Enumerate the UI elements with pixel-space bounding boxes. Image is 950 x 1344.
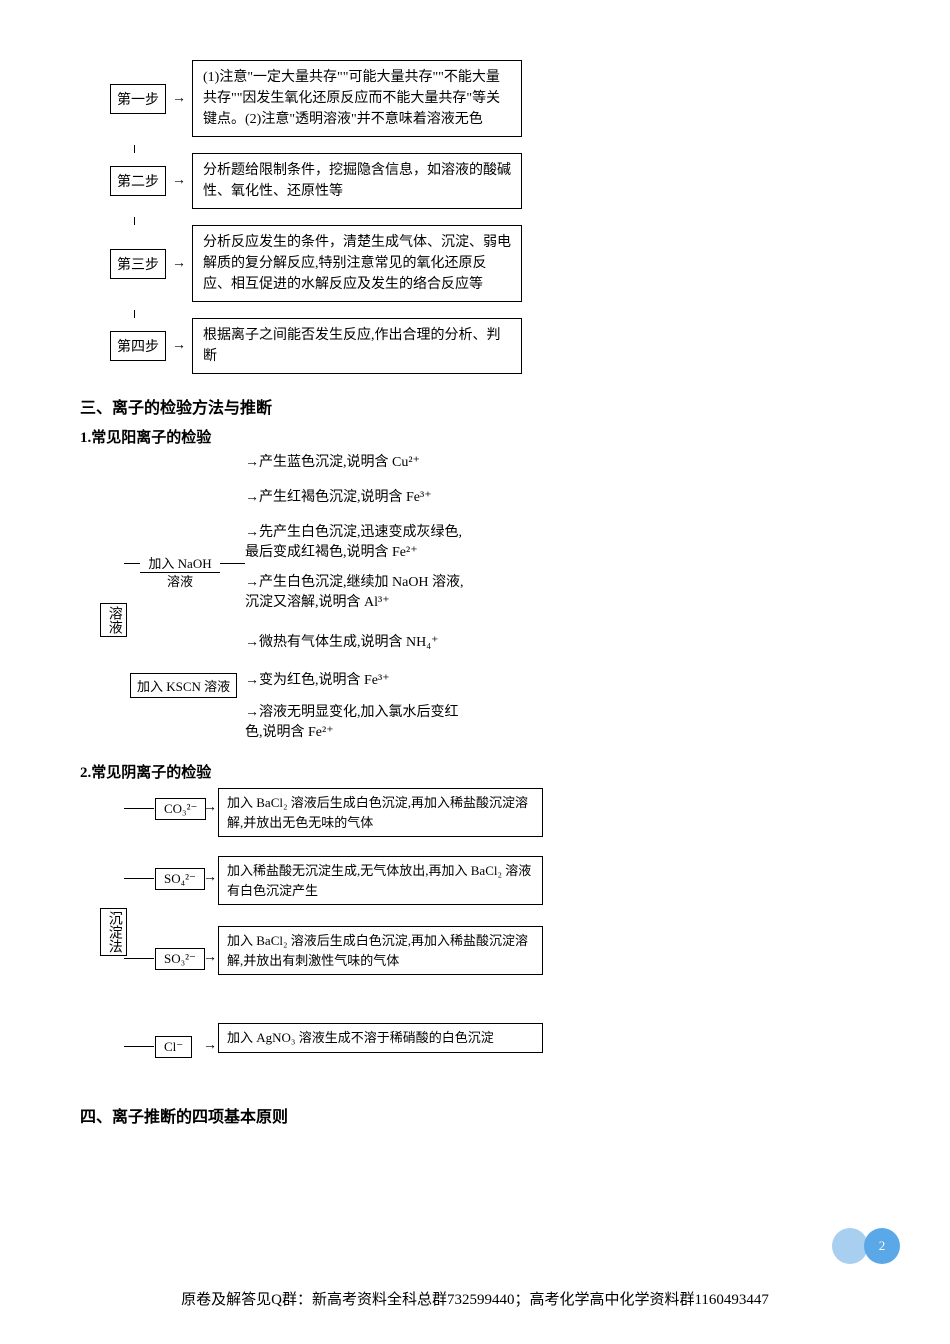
d2-branch1b: 溶液 bbox=[140, 571, 220, 590]
arrow-icon: → bbox=[203, 870, 217, 886]
d2-r5: 微热有气体生成,说明含 NH₄⁺ bbox=[245, 633, 439, 653]
line bbox=[124, 808, 154, 809]
arrow-right-icon: → bbox=[172, 173, 186, 189]
page-container: 第一步 → (1)注意"一定大量共存""可能大量共存""不能大量共存""因发生氧… bbox=[0, 0, 950, 1127]
step-row: 第二步 → 分析题给限制条件，挖掘隐含信息，如溶液的酸碱性、氧化性、还原性等 bbox=[110, 153, 870, 209]
step2-label: 第二步 bbox=[110, 166, 166, 196]
step4-content: 根据离子之间能否发生反应,作出合理的分析、判断 bbox=[192, 318, 522, 374]
connector bbox=[134, 310, 870, 318]
flowchart-steps: 第一步 → (1)注意"一定大量共存""可能大量共存""不能大量共存""因发生氧… bbox=[110, 60, 870, 374]
d2-r6: 变为红色,说明含 Fe³⁺ bbox=[245, 671, 390, 691]
cation-test-diagram: 溶液 加入 NaOH 溶液 加入 KSCN 溶液 产生蓝色沉淀,说明含 Cu²⁺… bbox=[100, 453, 870, 753]
step3-content: 分析反应发生的条件，清楚生成气体、沉淀、弱电解质的复分解反应,特别注意常见的氧化… bbox=[192, 225, 522, 302]
footer-text: 原卷及解答见Q群：新高考资料全科总群732599440；高考化学高中化学资料群1… bbox=[0, 1288, 950, 1309]
arrow-right-icon: → bbox=[172, 256, 186, 272]
d2-branch2: 加入 KSCN 溶液 bbox=[130, 673, 237, 698]
d2-source: 溶液 bbox=[100, 603, 127, 637]
step1-content: (1)注意"一定大量共存""可能大量共存""不能大量共存""因发生氧化还原反应而… bbox=[192, 60, 522, 137]
line bbox=[220, 563, 245, 564]
line bbox=[124, 1046, 154, 1047]
d2-r3: 先产生白色沉淀,迅速变成灰绿色, 最后变成红褐色,说明含 Fe²⁺ bbox=[245, 523, 462, 562]
section4-title: 四、离子推断的四项基本原则 bbox=[80, 1103, 870, 1127]
section3-title: 三、离子的检验方法与推断 bbox=[80, 394, 870, 418]
d3-ion1: CO₃²⁻ bbox=[155, 798, 206, 820]
d3-ion2: SO₄²⁻ bbox=[155, 868, 205, 890]
d3-desc2: 加入稀盐酸无沉淀生成,无气体放出,再加入 BaCl₂ 溶液有白色沉淀产生 bbox=[218, 856, 543, 905]
arrow-right-icon: → bbox=[172, 91, 186, 107]
d3-source: 沉淀法 bbox=[100, 908, 127, 956]
connector bbox=[134, 217, 870, 225]
step-row: 第三步 → 分析反应发生的条件，清楚生成气体、沉淀、弱电解质的复分解反应,特别注… bbox=[110, 225, 870, 302]
arrow-icon: → bbox=[203, 800, 217, 816]
d2-r4: 产生白色沉淀,继续加 NaOH 溶液, 沉淀又溶解,说明含 Al³⁺ bbox=[245, 573, 464, 612]
step-row: 第四步 → 根据离子之间能否发生反应,作出合理的分析、判断 bbox=[110, 318, 870, 374]
arrow-icon: → bbox=[203, 950, 217, 966]
d3-ion3: SO₃²⁻ bbox=[155, 948, 205, 970]
arrow-right-icon: → bbox=[172, 338, 186, 354]
step3-label: 第三步 bbox=[110, 249, 166, 279]
d2-branch1: 加入 NaOH bbox=[140, 553, 220, 573]
d3-desc1: 加入 BaCl₂ 溶液后生成白色沉淀,再加入稀盐酸沉淀溶解,并放出无色无味的气体 bbox=[218, 788, 543, 837]
step-row: 第一步 → (1)注意"一定大量共存""可能大量共存""不能大量共存""因发生氧… bbox=[110, 60, 870, 137]
d2-r1: 产生蓝色沉淀,说明含 Cu²⁺ bbox=[245, 453, 420, 473]
dot-icon: 2 bbox=[864, 1228, 900, 1264]
connector bbox=[134, 145, 870, 153]
dot-icon bbox=[832, 1228, 868, 1264]
line bbox=[124, 878, 154, 879]
line bbox=[124, 563, 140, 564]
sub1-title: 1.常见阳离子的检验 bbox=[80, 426, 870, 447]
page-decoration: 2 bbox=[840, 1228, 900, 1264]
d2-r2: 产生红褐色沉淀,说明含 Fe³⁺ bbox=[245, 488, 432, 508]
anion-test-diagram: 沉淀法 CO₃²⁻ 加入 BaCl₂ 溶液后生成白色沉淀,再加入稀盐酸沉淀溶解,… bbox=[100, 788, 870, 1088]
step1-label: 第一步 bbox=[110, 84, 166, 114]
d2-r7: 溶液无明显变化,加入氯水后变红 色,说明含 Fe²⁺ bbox=[245, 703, 459, 742]
page-number: 2 bbox=[879, 1238, 886, 1254]
arrow-icon: → bbox=[203, 1038, 217, 1054]
line bbox=[124, 958, 154, 959]
d3-desc3: 加入 BaCl₂ 溶液后生成白色沉淀,再加入稀盐酸沉淀溶解,并放出有刺激性气味的… bbox=[218, 926, 543, 975]
sub2-title: 2.常见阴离子的检验 bbox=[80, 761, 870, 782]
step4-label: 第四步 bbox=[110, 331, 166, 361]
step2-content: 分析题给限制条件，挖掘隐含信息，如溶液的酸碱性、氧化性、还原性等 bbox=[192, 153, 522, 209]
d3-ion4: Cl⁻ bbox=[155, 1036, 192, 1058]
d3-desc4: 加入 AgNO₃ 溶液生成不溶于稀硝酸的白色沉淀 bbox=[218, 1023, 543, 1053]
